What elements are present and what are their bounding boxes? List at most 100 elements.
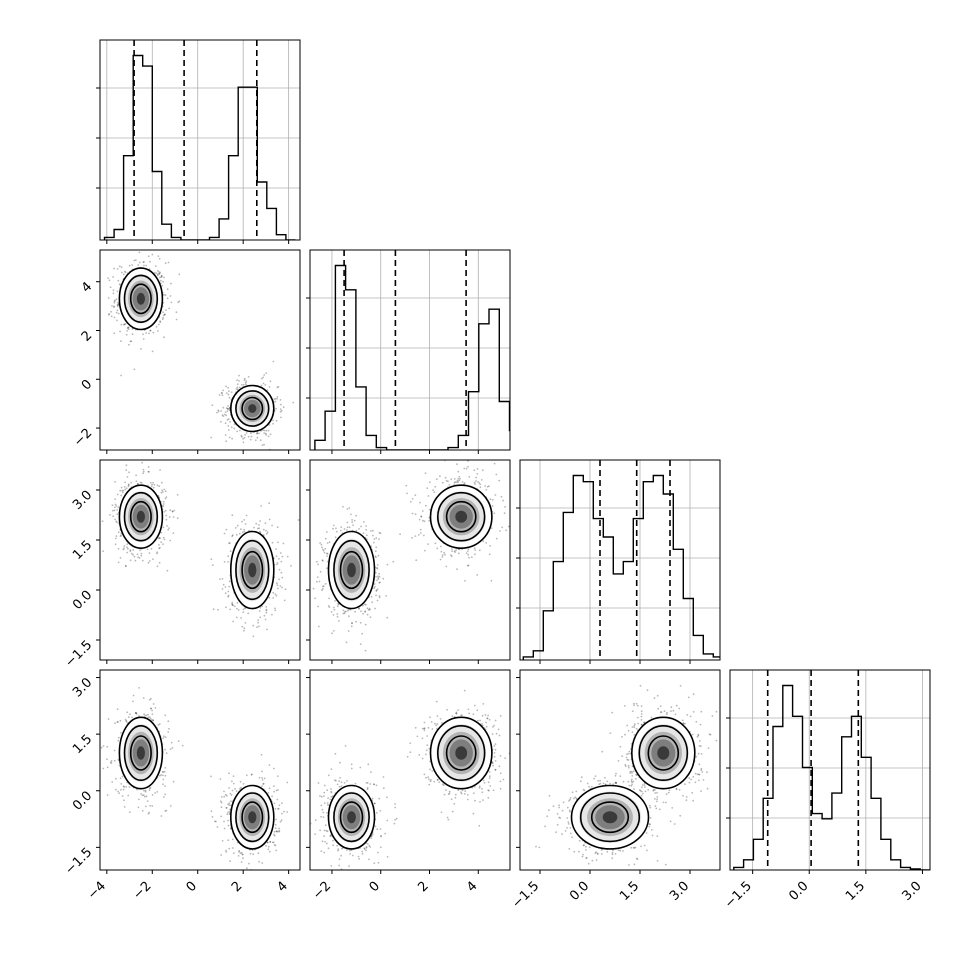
scatter-point bbox=[223, 561, 226, 563]
scatter-point bbox=[211, 404, 214, 407]
scatter-point bbox=[261, 605, 263, 608]
scatter-point bbox=[470, 556, 473, 558]
scatter-point bbox=[376, 567, 379, 570]
scatter-point bbox=[150, 547, 153, 550]
scatter-point bbox=[322, 585, 324, 588]
scatter-point bbox=[465, 552, 468, 554]
scatter-point bbox=[227, 405, 230, 407]
scatter-point bbox=[283, 599, 286, 602]
scatter-point bbox=[245, 380, 248, 383]
scatter-point bbox=[240, 528, 242, 530]
scatter-point bbox=[265, 429, 268, 432]
scatter-point bbox=[217, 608, 219, 611]
scatter-point bbox=[120, 486, 123, 489]
scatter-point bbox=[355, 529, 358, 532]
scatter-point bbox=[115, 298, 118, 301]
scatter-point bbox=[149, 717, 152, 720]
scatter-point bbox=[154, 265, 157, 267]
scatter-point bbox=[108, 279, 111, 282]
scatter-point bbox=[265, 372, 268, 374]
scatter-point bbox=[238, 386, 241, 389]
scatter-point bbox=[225, 440, 228, 443]
scatter-point bbox=[159, 276, 161, 279]
scatter-point bbox=[342, 505, 344, 508]
scatter-point bbox=[162, 774, 164, 777]
scatter-point bbox=[281, 576, 284, 579]
scatter-point bbox=[278, 827, 280, 830]
scatter-point bbox=[475, 476, 477, 479]
scatter-point bbox=[224, 422, 227, 425]
scatter-point bbox=[158, 272, 161, 275]
scatter-point bbox=[116, 708, 119, 711]
scatter-point bbox=[279, 410, 282, 413]
scatter-point bbox=[377, 575, 379, 578]
scatter-point bbox=[275, 555, 278, 557]
scatter-point bbox=[126, 327, 129, 330]
scatter-point bbox=[134, 259, 137, 261]
scatter-point bbox=[238, 850, 240, 853]
scatter-point bbox=[164, 785, 167, 787]
scatter-point bbox=[373, 583, 376, 585]
scatter-point bbox=[164, 490, 167, 493]
scatter-point bbox=[109, 514, 111, 516]
scatter-point bbox=[333, 606, 335, 609]
scatter-point bbox=[276, 562, 279, 564]
scatter-point bbox=[236, 602, 239, 604]
scatter-point bbox=[272, 841, 275, 844]
scatter-point bbox=[127, 794, 130, 797]
scatter-point bbox=[359, 621, 362, 624]
scatter-point bbox=[490, 579, 493, 582]
scatter-point bbox=[237, 609, 240, 611]
scatter-point bbox=[279, 408, 282, 410]
scatter-point bbox=[160, 276, 163, 278]
scatter-point bbox=[280, 819, 283, 822]
scatter-point bbox=[146, 548, 149, 551]
scatter-point bbox=[163, 293, 165, 296]
scatter-point bbox=[275, 830, 278, 833]
scatter-point bbox=[114, 518, 116, 521]
scatter-point bbox=[148, 698, 151, 701]
scatter-point bbox=[114, 299, 116, 302]
scatter-point bbox=[121, 491, 124, 494]
scatter-point bbox=[145, 714, 148, 717]
scatter-point bbox=[316, 580, 318, 583]
scatter-point bbox=[423, 520, 426, 523]
scatter-point bbox=[355, 514, 357, 517]
scatter-point bbox=[334, 536, 337, 539]
scatter-point bbox=[164, 748, 167, 751]
scatter-point bbox=[156, 791, 159, 793]
scatter-point bbox=[162, 500, 165, 503]
scatter-point bbox=[128, 264, 131, 267]
scatter-point bbox=[504, 506, 506, 508]
scatter-point bbox=[241, 520, 243, 523]
scatter-point bbox=[456, 481, 458, 484]
scatter-point bbox=[273, 790, 276, 793]
scatter-point bbox=[290, 565, 292, 567]
scatter-point bbox=[167, 731, 170, 733]
scatter-point bbox=[112, 276, 114, 278]
scatter-point bbox=[133, 368, 136, 371]
scatter-point bbox=[100, 746, 103, 749]
scatter-point bbox=[363, 603, 366, 606]
scatter-point bbox=[274, 607, 276, 610]
scatter-point bbox=[478, 482, 481, 484]
scatter-point bbox=[427, 495, 430, 497]
scatter-point bbox=[498, 479, 501, 482]
scatter-point bbox=[241, 384, 243, 386]
scatter-point bbox=[245, 514, 248, 517]
scatter-point bbox=[239, 429, 241, 432]
scatter-point bbox=[165, 752, 168, 755]
scatter-point bbox=[229, 550, 232, 553]
scatter-point bbox=[152, 331, 155, 334]
scatter-point bbox=[426, 487, 429, 490]
scatter-point bbox=[358, 608, 360, 610]
scatter-point bbox=[143, 715, 146, 717]
scatter-point bbox=[114, 537, 117, 540]
scatter-point bbox=[279, 403, 282, 406]
scatter-point bbox=[478, 549, 481, 552]
scatter-point bbox=[115, 311, 118, 314]
scatter-point bbox=[328, 541, 331, 544]
scatter-point bbox=[147, 470, 150, 473]
scatter-point bbox=[152, 719, 155, 721]
scatter-point bbox=[274, 397, 277, 400]
